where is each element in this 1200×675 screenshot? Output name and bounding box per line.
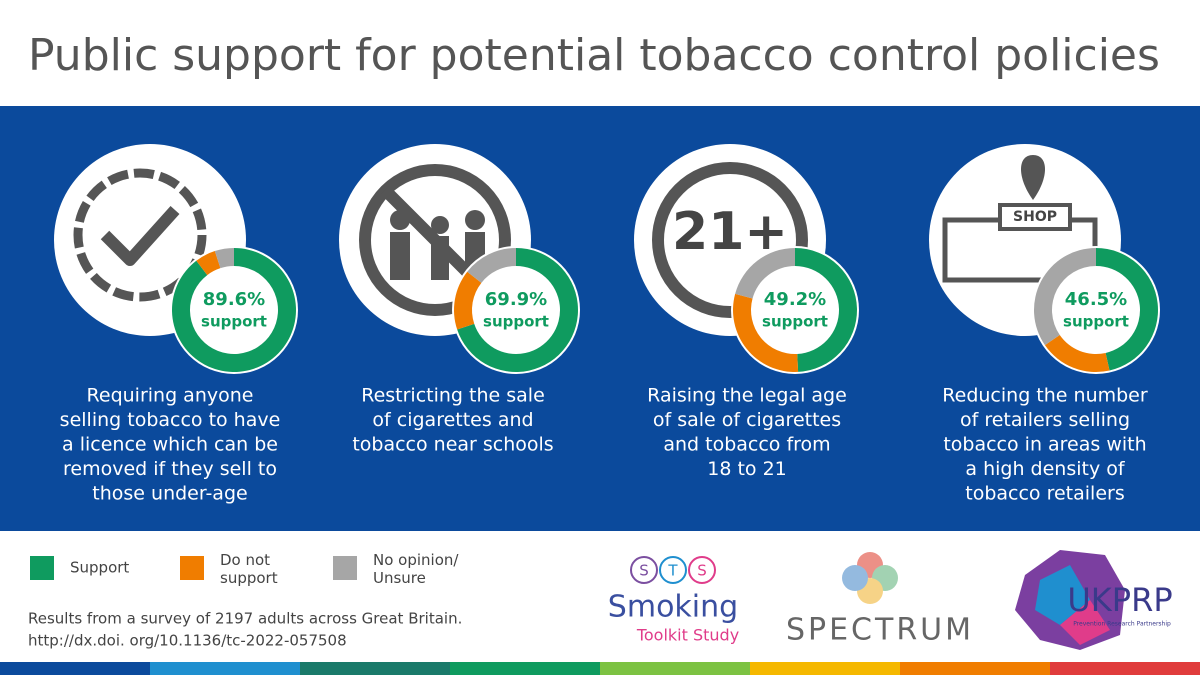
icon-badge xyxy=(73,168,207,302)
caption: Requiring anyone xyxy=(87,385,254,407)
caption: of retailers selling xyxy=(960,409,1130,431)
footnote: Results from a survey of 2197 adults acr… xyxy=(28,610,462,628)
value-unit: support xyxy=(483,313,549,331)
value-label: 46.5% xyxy=(1065,289,1127,310)
logo-shape xyxy=(1060,600,1110,645)
value-unit: support xyxy=(1063,313,1129,331)
strip xyxy=(750,662,900,675)
caption: of cigarettes and xyxy=(372,409,533,431)
caption: Raising the legal age xyxy=(647,385,847,407)
icon-no-sign xyxy=(359,164,511,316)
caption: tobacco in areas with xyxy=(943,434,1146,456)
icon-text: SHOP xyxy=(1013,209,1057,225)
logo-shape xyxy=(1035,565,1090,625)
legend-label: Do not support xyxy=(220,551,278,587)
donut-segment xyxy=(735,248,795,299)
donut-segment xyxy=(733,293,799,373)
sts-logo: S T S Smoking Toolkit Study xyxy=(608,556,739,645)
caption: those under-age xyxy=(92,483,247,505)
donut-segment xyxy=(454,271,482,330)
value-label: 49.2% xyxy=(764,289,826,310)
donut-segment xyxy=(214,248,234,269)
strip xyxy=(450,662,600,675)
caption: removed if they sell to xyxy=(63,458,277,480)
donut-segment xyxy=(1096,248,1158,371)
strip xyxy=(0,662,150,675)
strip xyxy=(300,662,450,675)
strip xyxy=(900,662,1050,675)
icon-figure xyxy=(465,210,485,230)
spectrum-logo xyxy=(842,552,898,604)
legend-swatch xyxy=(180,556,204,580)
logo-text: SPECTRUM xyxy=(786,613,974,648)
logo-letter: S xyxy=(697,562,707,580)
donut-segment xyxy=(795,248,857,372)
caption: a licence which can be xyxy=(62,434,278,456)
logo-text: Toolkit Study xyxy=(636,626,739,645)
donut-segment xyxy=(457,248,578,372)
value-unit: support xyxy=(201,313,267,331)
logo-text: Smoking xyxy=(608,590,738,625)
caption: 18 to 21 xyxy=(707,458,787,480)
donut-segment xyxy=(1044,334,1110,372)
value-label: 89.6% xyxy=(203,289,265,310)
icon-ring xyxy=(652,162,808,318)
caption: tobacco near schools xyxy=(352,434,553,456)
caption: and tobacco from xyxy=(663,434,830,456)
donut-segment xyxy=(1033,248,1096,346)
icon-pin xyxy=(1021,155,1045,200)
icon-check xyxy=(100,205,180,266)
legend-label: No opinion/Unsure xyxy=(373,551,459,587)
logo-text: UKPRP xyxy=(1067,581,1172,619)
caption: Restricting the sale xyxy=(361,385,545,407)
color-strip xyxy=(0,662,1200,675)
logo-letter: S xyxy=(639,562,649,580)
logo-circle xyxy=(688,556,716,584)
caption: selling tobacco to have xyxy=(60,409,281,431)
ukprp-logo: UKPRP Prevention Research Partnership xyxy=(1015,550,1173,650)
caption: Reducing the number xyxy=(942,385,1148,407)
caption: a high density of xyxy=(965,458,1125,480)
value-unit: support xyxy=(762,313,828,331)
donut-segment xyxy=(467,248,516,283)
logo-letter: T xyxy=(667,562,678,580)
strip xyxy=(150,662,300,675)
icon-figure xyxy=(431,216,449,234)
title: Public support for potential tobacco con… xyxy=(28,30,1160,81)
value-label: 69.9% xyxy=(485,289,547,310)
legend-swatch xyxy=(30,556,54,580)
legend-label: Support xyxy=(70,559,129,577)
logo-circle xyxy=(630,556,658,584)
legend: Support Do not support No opinion/Unsure xyxy=(30,551,459,587)
donut-segment xyxy=(196,251,221,276)
strip xyxy=(1050,662,1200,675)
icon-figure xyxy=(390,232,410,280)
icon-shop-sign xyxy=(998,203,1072,231)
logo-text: Prevention Research Partnership xyxy=(1073,621,1171,628)
caption: tobacco retailers xyxy=(965,483,1124,505)
logo-circle xyxy=(659,556,687,584)
strip xyxy=(600,662,750,675)
caption: of sale of cigarettes xyxy=(653,409,841,431)
logo-circle xyxy=(842,565,868,591)
footnote: http://dx.doi. org/10.1136/tc-2022-05750… xyxy=(28,632,347,650)
legend-swatch xyxy=(333,556,357,580)
